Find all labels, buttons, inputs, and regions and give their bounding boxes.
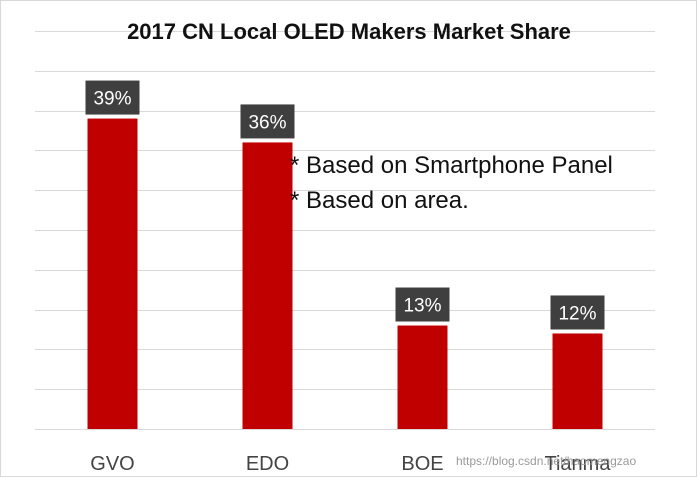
watermark: https://blog.csdn.net/haomengzao	[456, 454, 636, 468]
bar-boe	[397, 325, 448, 429]
bar-edo	[242, 142, 293, 429]
data-label-box-edo	[240, 104, 295, 139]
data-label-boe: 13%	[403, 296, 441, 317]
data-label-box-tianma	[550, 295, 605, 330]
data-label-tianma: 12%	[558, 303, 596, 324]
x-tick-tianma: Tianma	[545, 453, 612, 475]
bar-gvo	[87, 118, 138, 429]
annotation-smartphone-panel: * Based on Smartphone Panel	[290, 152, 613, 179]
data-labels: 39% 36% 13% 12%	[85, 80, 605, 330]
grid-lines	[35, 31, 655, 430]
x-tick-gvo: GVO	[90, 453, 134, 475]
data-label-box-gvo	[85, 80, 140, 115]
x-tick-edo: EDO	[246, 453, 289, 475]
chart-title: 2017 CN Local OLED Makers Market Share	[127, 19, 571, 44]
x-tick-boe: BOE	[401, 453, 443, 475]
data-label-edo: 36%	[248, 112, 286, 133]
data-label-box-boe	[395, 287, 450, 322]
bar-tianma	[552, 333, 603, 429]
data-label-gvo: 39%	[93, 89, 131, 110]
bars	[87, 118, 603, 429]
x-axis-ticks: GVO EDO BOE Tianma	[90, 453, 611, 475]
annotation-area: * Based on area.	[290, 187, 469, 214]
